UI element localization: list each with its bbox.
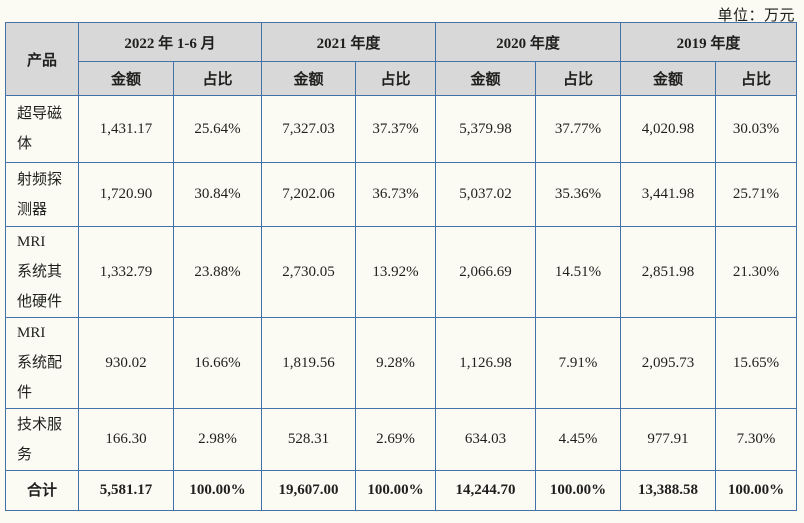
ratio-cell: 2.69% (354, 408, 437, 471)
ratio-cell: 7.30% (715, 408, 798, 471)
ratio-cell: 30.84% (173, 162, 262, 227)
table-row: 技术服务 166.30 2.98% 528.31 2.69% 634.03 4.… (5, 408, 798, 471)
amount-cell: 2,730.05 (261, 226, 356, 318)
amount-cell: 4,020.98 (620, 95, 717, 163)
subheader-ratio-2019: 占比 (715, 61, 798, 96)
ratio-cell: 37.37% (354, 95, 437, 163)
product-cell: 射频探测器 (5, 162, 79, 227)
ratio-cell: 4.45% (535, 408, 622, 471)
product-cell: MRI 系统其他硬件 (5, 226, 79, 318)
amount-cell: 5,581.17 (78, 470, 174, 511)
ratio-cell: 2.98% (173, 408, 262, 471)
ratio-cell: 9.28% (354, 317, 437, 409)
product-column-header: 产品 (5, 22, 79, 96)
amount-cell: 1,720.90 (78, 162, 174, 227)
amount-cell: 3,441.98 (620, 162, 717, 227)
subheader-amount-2022h1: 金额 (78, 61, 174, 96)
subheader-row: 金额 占比 金额 占比 金额 占比 金额 占比 (6, 61, 798, 96)
subheader-amount-2021: 金额 (261, 61, 356, 96)
subheader-amount-2019: 金额 (620, 61, 717, 96)
amount-cell: 7,327.03 (261, 95, 356, 163)
ratio-cell: 30.03% (715, 95, 798, 163)
subheader-ratio-2020: 占比 (535, 61, 622, 96)
table-row: 超导磁体 1,431.17 25.64% 7,327.03 37.37% 5,3… (5, 95, 798, 163)
subheader-amount-2020: 金额 (435, 61, 537, 96)
table-body: 超导磁体 1,431.17 25.64% 7,327.03 37.37% 5,3… (5, 95, 798, 511)
ratio-cell: 100.00% (354, 470, 437, 511)
amount-cell: 5,379.98 (435, 95, 537, 163)
period-header-row: 产品 2022 年 1-6 月 2021 年度 2020 年度 2019 年度 (5, 22, 798, 96)
table-row: 射频探测器 1,720.90 30.84% 7,202.06 36.73% 5,… (5, 162, 798, 227)
amount-cell: 2,851.98 (620, 226, 717, 318)
amount-cell: 528.31 (261, 408, 356, 471)
ratio-cell: 7.91% (535, 317, 622, 409)
subheader-ratio-2022h1: 占比 (173, 61, 262, 96)
amount-cell: 1,819.56 (261, 317, 356, 409)
amount-cell: 1,126.98 (435, 317, 537, 409)
table-row: MRI 系统配件 930.02 16.66% 1,819.56 9.28% 1,… (5, 317, 798, 409)
ratio-cell: 100.00% (535, 470, 622, 511)
amount-cell: 977.91 (620, 408, 717, 471)
ratio-cell: 13.92% (354, 226, 437, 318)
amount-cell: 7,202.06 (261, 162, 356, 227)
product-cell: 技术服务 (5, 408, 79, 471)
amount-cell: 634.03 (435, 408, 537, 471)
period-header-2020: 2020 年度 (435, 22, 622, 62)
ratio-cell: 23.88% (173, 226, 262, 318)
ratio-cell: 36.73% (354, 162, 437, 227)
period-header-2021: 2021 年度 (260, 22, 437, 62)
ratio-cell: 16.66% (173, 317, 262, 409)
ratio-cell: 35.36% (535, 162, 622, 227)
amount-cell: 14,244.70 (435, 470, 537, 511)
ratio-cell: 15.65% (715, 317, 798, 409)
ratio-cell: 25.64% (173, 95, 262, 163)
ratio-cell: 14.51% (535, 226, 622, 318)
ratio-cell: 37.77% (535, 95, 622, 163)
amount-cell: 1,431.17 (78, 95, 174, 163)
ratio-cell: 21.30% (715, 226, 798, 318)
amount-cell: 2,095.73 (620, 317, 717, 409)
ratio-cell: 100.00% (173, 470, 262, 511)
amount-cell: 930.02 (78, 317, 174, 409)
table-total-row: 合计 5,581.17 100.00% 19,607.00 100.00% 14… (5, 470, 798, 511)
unit-label: 单位：万元 (717, 8, 795, 24)
amount-cell: 19,607.00 (261, 470, 356, 511)
ratio-cell: 25.71% (715, 162, 798, 227)
period-header-2019: 2019 年度 (620, 22, 798, 62)
table-header: 产品 2022 年 1-6 月 2021 年度 2020 年度 2019 年度 … (5, 22, 798, 96)
ratio-cell: 100.00% (715, 470, 798, 511)
amount-cell: 13,388.58 (620, 470, 717, 511)
subheader-ratio-2021: 占比 (354, 61, 437, 96)
product-cell: MRI 系统配件 (5, 317, 79, 409)
amount-cell: 166.30 (78, 408, 174, 471)
total-label-cell: 合计 (5, 470, 79, 511)
amount-cell: 1,332.79 (78, 226, 174, 318)
product-revenue-table: 产品 2022 年 1-6 月 2021 年度 2020 年度 2019 年度 … (5, 22, 798, 511)
product-cell: 超导磁体 (5, 95, 79, 163)
amount-cell: 5,037.02 (435, 162, 537, 227)
table-row: MRI 系统其他硬件 1,332.79 23.88% 2,730.05 13.9… (5, 226, 798, 318)
period-header-2022h1: 2022 年 1-6 月 (78, 22, 262, 62)
amount-cell: 2,066.69 (435, 226, 537, 318)
